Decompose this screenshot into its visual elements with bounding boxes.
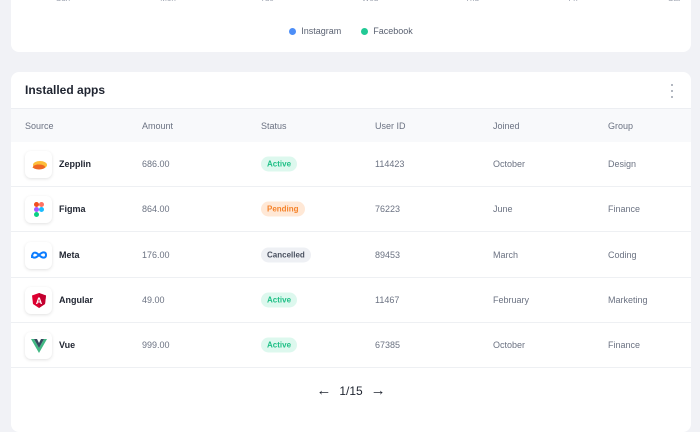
chart-legend: Instagram Facebook xyxy=(11,26,691,36)
amount: 999.00 xyxy=(142,340,170,351)
legend-label: Instagram xyxy=(301,26,342,36)
status-badge: Cancelled xyxy=(261,247,311,263)
group: Finance xyxy=(608,340,641,351)
source-name: Zepplin xyxy=(59,159,91,169)
pagination: ← 1/15 → xyxy=(11,382,691,399)
legend-dot xyxy=(289,27,297,35)
zeplin-icon xyxy=(25,151,52,178)
legend-label: Facebook xyxy=(373,26,413,36)
legend-dot xyxy=(361,27,369,35)
table-row[interactable]: Figma 864.00 Pending 76223 June Finance xyxy=(11,187,691,233)
user-id: 114423 xyxy=(375,159,405,169)
installed-apps-card: Installed apps Source Amount Status User ID… xyxy=(11,72,691,432)
user-id: 67385 xyxy=(375,340,401,351)
chart-card: Sun Mon Tue Wed Thu Fri Sat Instagram Facebook xyxy=(11,0,691,52)
status-badge: Active xyxy=(261,292,298,308)
x-tick-label: Mon xyxy=(160,0,176,3)
joined: February xyxy=(493,294,530,305)
figma-icon xyxy=(25,196,52,224)
joined: October xyxy=(493,159,526,169)
group: Finance xyxy=(608,204,641,215)
svg-text:A: A xyxy=(35,296,42,306)
group: Marketing xyxy=(608,294,648,305)
table-row[interactable]: Meta 176.00 Cancelled 89453 March Coding xyxy=(11,233,691,278)
column-header[interactable]: Amount xyxy=(142,120,174,131)
x-tick-label: Sun xyxy=(56,0,70,3)
column-header[interactable]: Source xyxy=(25,120,54,131)
status-badge: Active xyxy=(261,156,298,172)
x-tick-label: Wed xyxy=(362,0,378,3)
status-badge: Active xyxy=(261,337,298,353)
user-id: 76223 xyxy=(375,204,401,215)
table-row[interactable]: Zepplin 686.00 Active 114423 October Des… xyxy=(11,142,691,187)
table-header: Source Amount Status User ID Joined Group xyxy=(11,108,691,142)
source-name: Angular xyxy=(59,294,94,305)
column-header[interactable]: Joined xyxy=(493,120,520,131)
amount: 176.00 xyxy=(142,249,170,260)
angular-icon: A xyxy=(25,286,52,314)
legend-facebook[interactable]: Facebook xyxy=(361,26,413,36)
table-row[interactable]: Vue 999.00 Active 67385 October Finance xyxy=(11,323,691,369)
amount: 49.00 xyxy=(142,294,165,305)
amount: 864.00 xyxy=(142,204,170,215)
column-header[interactable]: User ID xyxy=(375,120,406,131)
column-header[interactable]: Status xyxy=(261,120,287,131)
x-tick-label: Tue xyxy=(260,0,274,3)
group: Coding xyxy=(608,249,637,260)
group: Design xyxy=(608,159,637,169)
source-name: Vue xyxy=(59,340,76,351)
more-options-icon[interactable] xyxy=(669,84,675,98)
x-tick-label: Sat xyxy=(668,0,680,3)
x-tick-label: Thu xyxy=(465,0,479,3)
vue-icon xyxy=(25,332,52,360)
user-id: 89453 xyxy=(375,249,401,260)
meta-icon xyxy=(25,241,52,269)
source-name: Meta xyxy=(59,249,80,260)
arrow-left-icon[interactable]: ← xyxy=(316,382,332,399)
column-header[interactable]: Group xyxy=(608,120,634,131)
joined: March xyxy=(493,249,519,260)
legend-instagram[interactable]: Instagram xyxy=(289,26,341,36)
joined: October xyxy=(493,340,526,351)
card-title: Installed apps xyxy=(25,83,106,97)
source-name: Figma xyxy=(59,204,86,215)
table-row[interactable]: A Angular 49.00 Active 11467 February Ma… xyxy=(11,278,691,323)
user-id: 11467 xyxy=(375,294,400,305)
page-indicator: 1/15 xyxy=(339,383,363,398)
joined: June xyxy=(493,204,513,215)
status-badge: Pending xyxy=(261,201,305,217)
x-tick-label: Fri xyxy=(568,0,577,3)
amount: 686.00 xyxy=(142,159,170,169)
arrow-right-icon[interactable]: → xyxy=(370,382,386,399)
